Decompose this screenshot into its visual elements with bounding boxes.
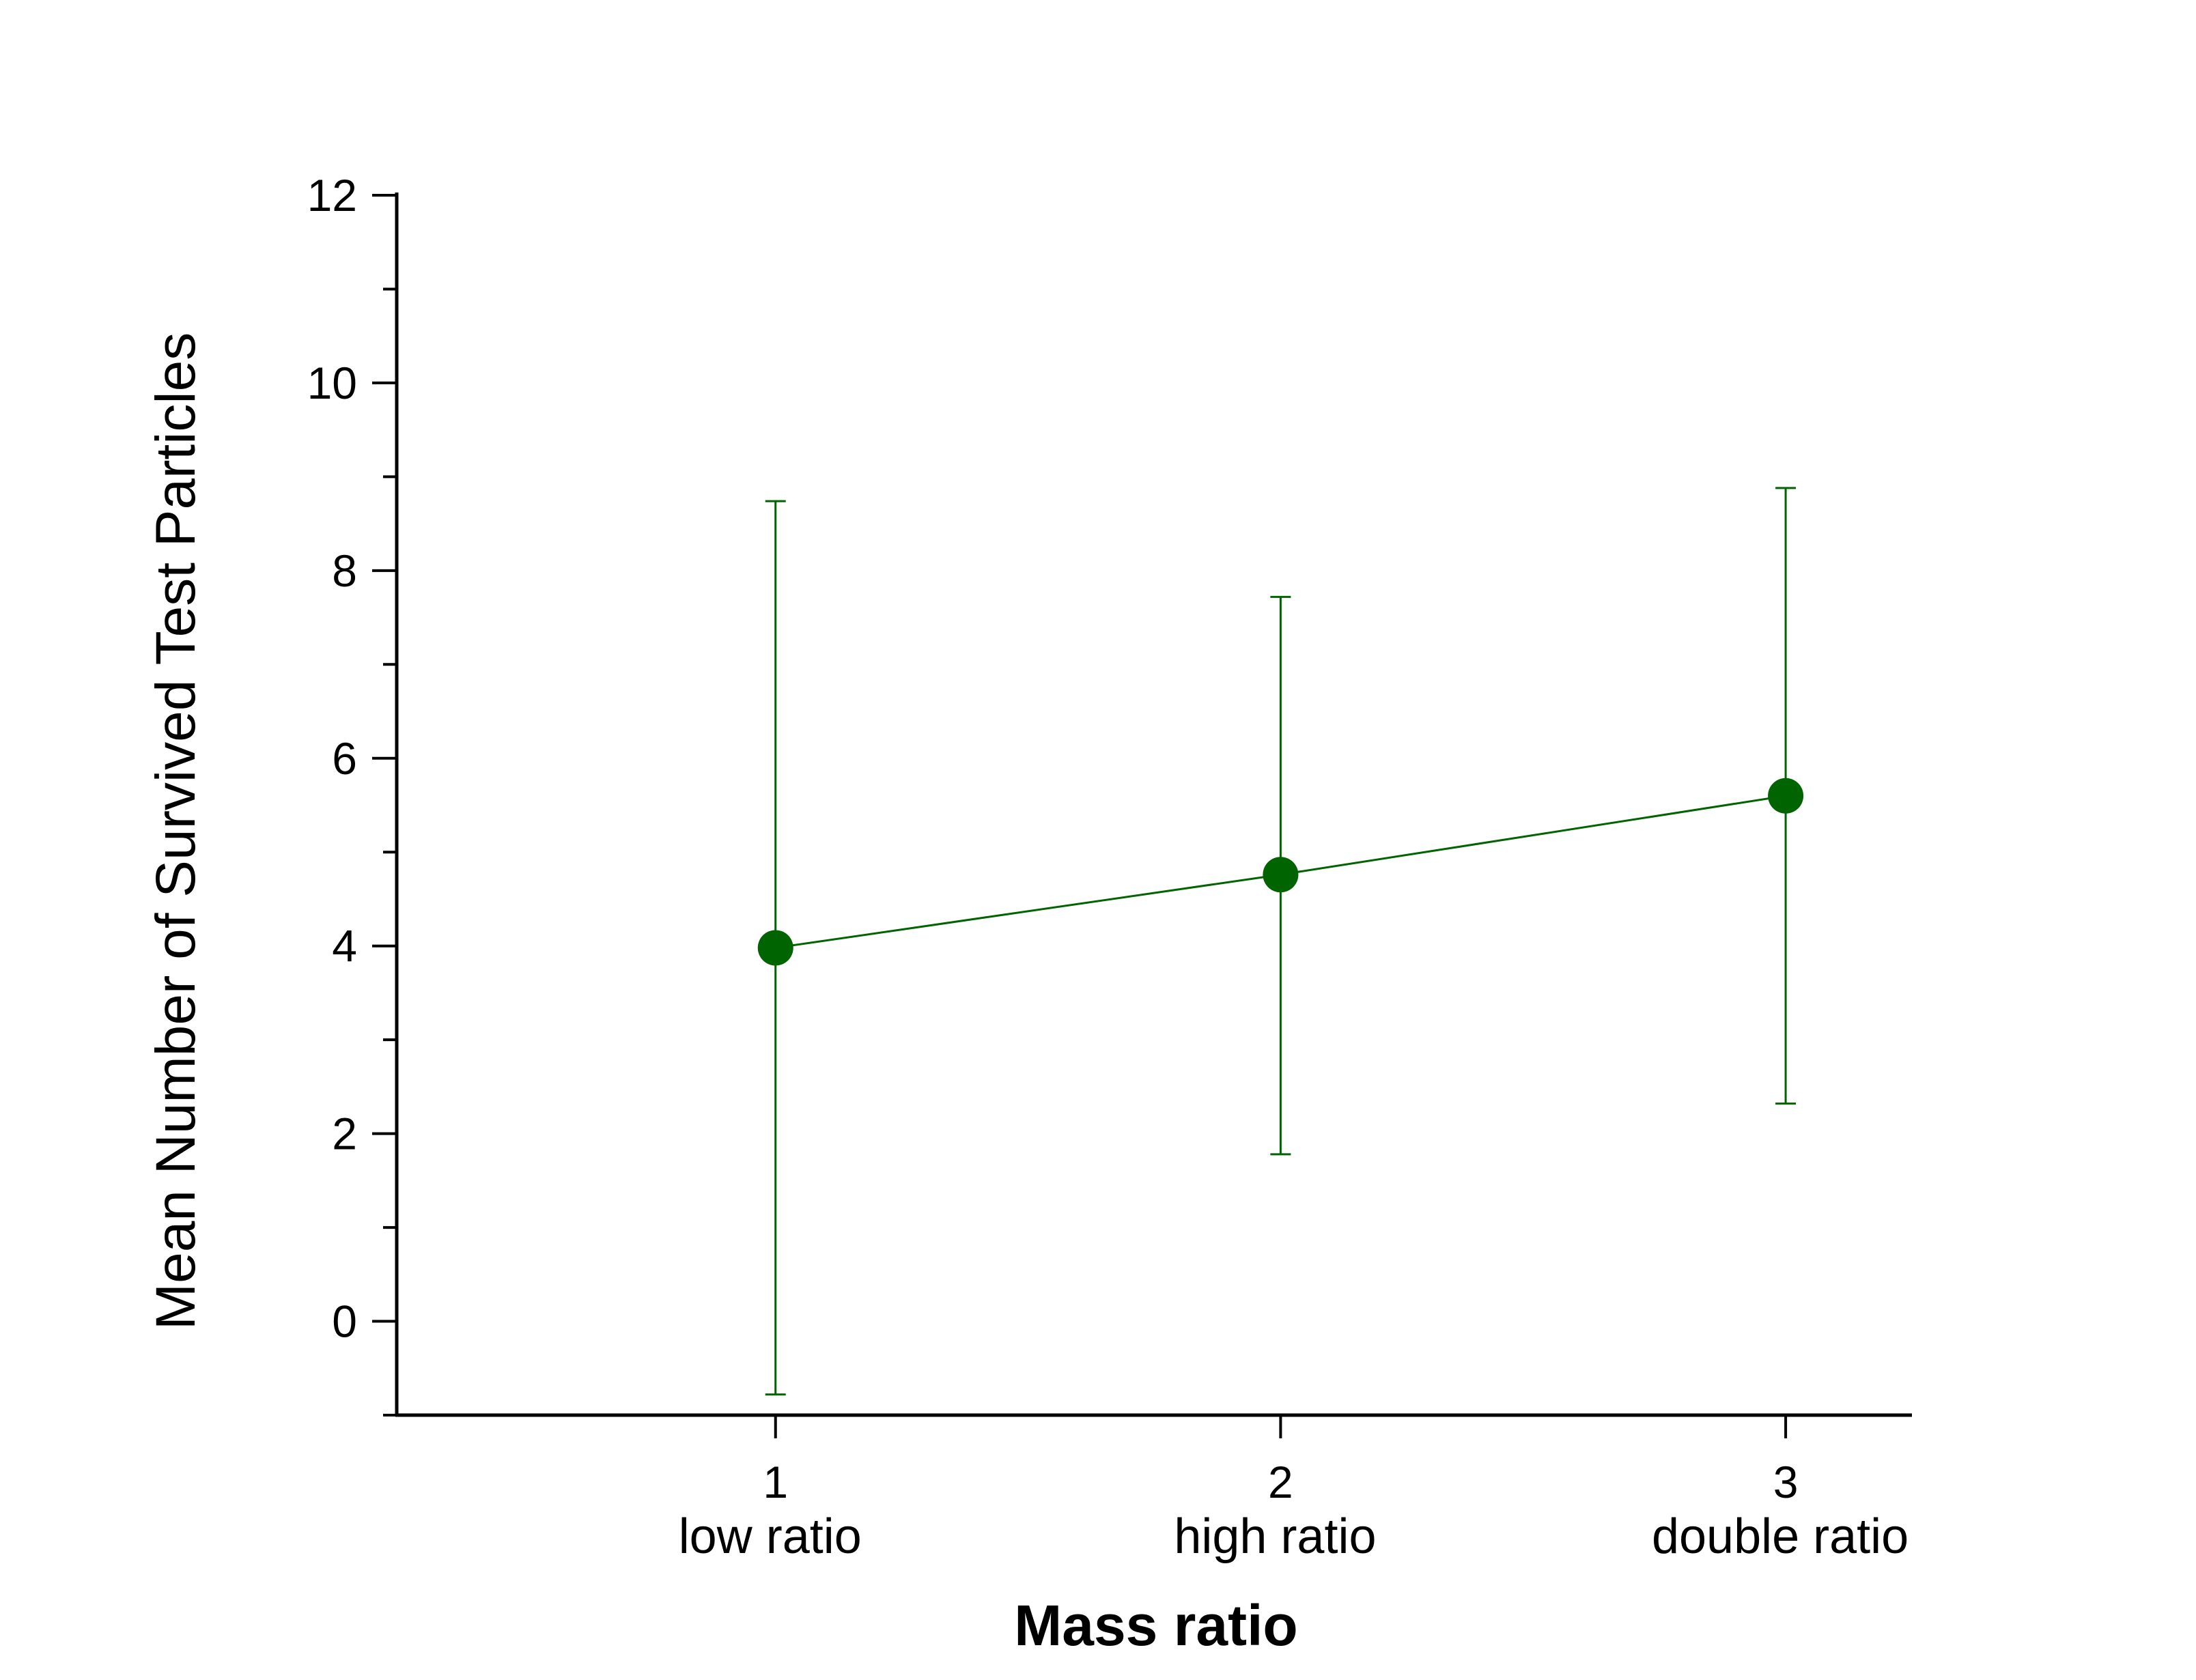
y-axis-title: Mean Number of Survived Test Particles: [145, 332, 207, 1330]
data-point: [1263, 857, 1299, 893]
y-tick-label: 10: [307, 358, 357, 408]
data-points: [757, 778, 1804, 966]
data-point: [1768, 778, 1804, 814]
x-tick-label: 3: [1773, 1457, 1799, 1507]
x-axis-title: Mass ratio: [1014, 1593, 1298, 1657]
x-tick-label: 2: [1268, 1457, 1293, 1507]
error-bars: [765, 487, 1797, 1396]
x-category-label: high ratio: [1174, 1509, 1376, 1564]
x-tick-label: 1: [763, 1457, 788, 1507]
x-category-label: double ratio: [1652, 1509, 1909, 1564]
axes: [395, 193, 1912, 1417]
y-tick-label: 4: [332, 921, 357, 971]
data-point: [757, 930, 793, 966]
x-category-label: low ratio: [679, 1509, 862, 1564]
y-tick-label: 12: [307, 170, 357, 220]
y-tick-label: 0: [332, 1296, 357, 1347]
y-axis-ticks: 0 2 4 6 8 10 12: [307, 170, 397, 1416]
y-tick-label: 2: [332, 1109, 357, 1159]
y-tick-label: 6: [332, 733, 357, 784]
y-tick-label: 8: [332, 545, 357, 596]
